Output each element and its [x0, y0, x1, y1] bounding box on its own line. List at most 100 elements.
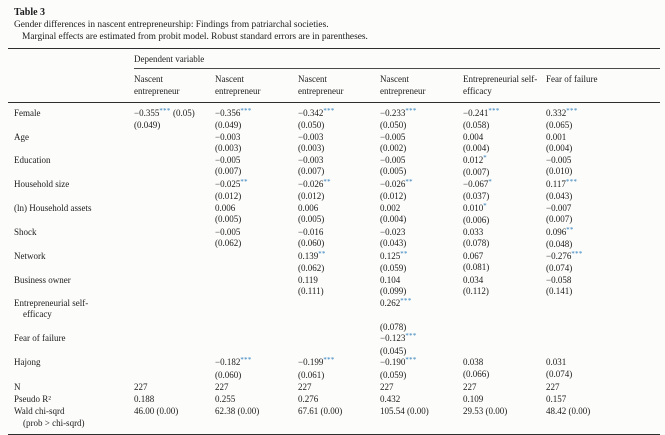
standard-error: (0.050) [298, 120, 325, 130]
coefficient-line: −0.182*** [215, 357, 298, 370]
column-header: Nascent entrepreneur [298, 68, 380, 103]
stat-value: 227 [298, 382, 312, 392]
row-label-line1: Hajong [14, 357, 41, 367]
standard-error: (0.081) [463, 262, 490, 272]
significance-stars: *** [323, 357, 335, 365]
stat-value: 0.188 [134, 394, 155, 404]
standard-error: (0.007) [298, 166, 325, 176]
coef-value: 0.001 [546, 131, 567, 142]
coef-cell: −0.005 (0.010) [546, 155, 660, 179]
standard-error: (0.050) [380, 120, 407, 130]
table-row: Network 0.139** (0.062) 0.125** (0.059) 0.067… [8, 251, 660, 275]
coef-value: 0.139 [298, 250, 319, 261]
coef-cell: 0.125** (0.059) [380, 251, 463, 275]
stat-label: Wald chi-sqrd (prob > chi-sqrd) [8, 405, 134, 435]
table-note-line: Marginal effects are estimated from prob… [22, 32, 368, 42]
coef-value: −0.026 [380, 178, 406, 189]
significance-stars: ** [566, 226, 574, 234]
coef-cell [134, 132, 215, 155]
corner-spacer [8, 68, 134, 103]
table-caption-block: Table 3 Gender differences in nascent en… [8, 7, 660, 42]
coef-cell [134, 155, 215, 179]
coef-cell: 0.004 (0.004) [463, 132, 546, 155]
coef-cell: −0.007 (0.007) [546, 203, 660, 227]
coef-cell: 0.006 (0.005) [298, 203, 380, 227]
stat-value: 227 [134, 382, 148, 392]
coefficient-line: 0.031 [546, 357, 660, 369]
significance-stars: *** [566, 107, 578, 115]
standard-error: (0.060) [298, 238, 325, 248]
coef-cell: 0.012* (0.007) [463, 155, 546, 179]
coef-value: 0.033 [463, 226, 484, 237]
coef-cell: 0.096** (0.048) [546, 227, 660, 251]
coef-value: 0.031 [546, 357, 567, 367]
coef-value: 0.034 [463, 274, 484, 285]
standard-error: (0.005) [380, 166, 407, 176]
table-row: Female −0.355*** (0.05) (0.049) −0.356*** (0… [8, 103, 660, 132]
coefficient-line: 0.001 [546, 132, 660, 144]
standard-error: (0.010) [546, 166, 573, 176]
coef-cell: −0.123*** (0.045) [380, 333, 463, 357]
coefficient-line: −0.005 [380, 155, 463, 167]
coef-value: −0.003 [215, 131, 241, 142]
coefficient-line: 0.262*** [380, 298, 463, 311]
significance-stars: *** [400, 297, 412, 305]
stat-value: 62.38 (0.00) [215, 406, 260, 416]
significance-stars: *** [571, 250, 583, 258]
significance-stars: * [488, 178, 493, 186]
coef-value: −0.355 [134, 107, 160, 118]
standard-error: (0.012) [215, 191, 242, 201]
standard-error: (0.141) [546, 286, 573, 296]
stat-row: Pseudo R² 0.188 0.255 0.276 0.432 0.109 0.157 [8, 393, 660, 405]
coef-value: 0.125 [380, 250, 401, 261]
stat-value: 0.255 [215, 394, 236, 404]
standard-error: (0.074) [546, 368, 573, 379]
coef-cell: 0.139** (0.062) [298, 251, 380, 275]
stat-value: 227 [463, 382, 477, 392]
stat-value: 227 [215, 382, 229, 392]
coefficient-line: −0.007 [546, 203, 660, 215]
coef-cell: 0.031 (0.074) [546, 357, 660, 381]
coef-value: −0.016 [298, 226, 324, 237]
coef-value: −0.058 [546, 274, 572, 285]
standard-error: (0.007) [215, 166, 242, 176]
coefficient-line: −0.276*** [546, 251, 660, 264]
stat-row: N 227 227 227 227 227 227 [8, 381, 660, 393]
row-label-line1: Business owner [14, 274, 71, 285]
coef-cell [546, 333, 660, 357]
coef-value: 0.006 [298, 202, 319, 213]
row-label-line1: Age [14, 131, 29, 142]
standard-error: (0.061) [298, 369, 325, 380]
coef-cell: 0.010* (0.006) [463, 203, 546, 227]
stat-value: 48.42 (0.00) [546, 406, 591, 416]
coef-cell: −0.058 (0.141) [546, 275, 660, 298]
coef-value: 0.096 [546, 226, 567, 237]
row-label: Business owner [8, 275, 134, 298]
coefficient-line: 0.332*** [546, 108, 660, 121]
column-header-row: Nascent entrepreneur Nascent entrepreneur… [8, 68, 660, 103]
coefficient-line: −0.005 [215, 155, 298, 167]
standard-error: (0.059) [380, 369, 407, 380]
coef-cell: −0.003 (0.003) [215, 132, 298, 155]
stat-value: 227 [380, 382, 394, 392]
coef-cell [298, 298, 380, 334]
significance-stars: *** [323, 107, 335, 115]
standard-error: (0.004) [380, 214, 407, 224]
coefficient-line: 0.033 [463, 227, 546, 239]
row-label-line1: Network [14, 250, 46, 261]
coef-cell: 0.006 (0.005) [215, 203, 298, 227]
coef-value: −0.003 [298, 131, 324, 142]
coef-cell [463, 298, 546, 334]
coef-value: −0.005 [380, 131, 406, 142]
table-row: (ln) Household assets 0.006 (0.005) 0.006 (0… [8, 203, 660, 227]
coef-value: −0.241 [463, 107, 489, 118]
row-label-line1: Fear of failure [14, 333, 66, 343]
coef-cell: −0.241*** (0.058) [463, 103, 546, 132]
row-label-line1: Shock [14, 226, 37, 237]
coef-cell: 0.038 (0.066) [463, 357, 546, 381]
standard-error: (0.045) [380, 345, 407, 356]
stat-value: 67.61 (0.00) [298, 406, 343, 416]
coefficient-line: 0.004 [463, 132, 546, 144]
coef-cell: −0.067* (0.037) [463, 179, 546, 203]
